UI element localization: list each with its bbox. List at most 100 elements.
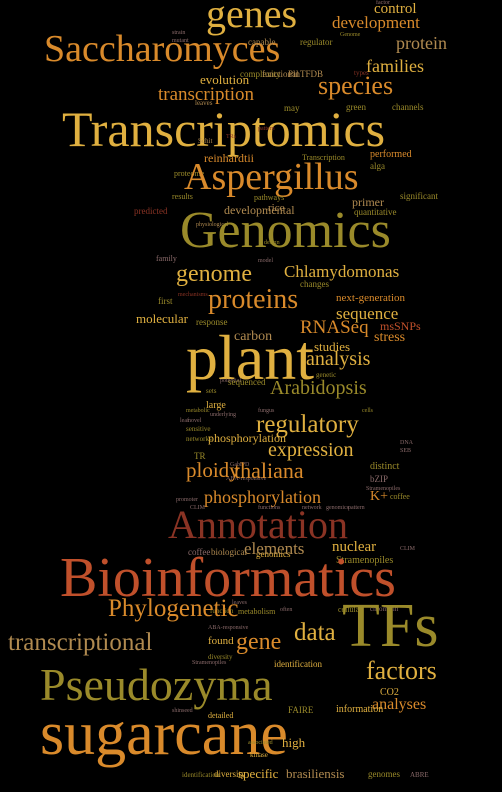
cloud-word: green [346,102,366,112]
cloud-word: changes [300,279,329,289]
cloud-word: shinseed [172,708,193,714]
cloud-word: diversity [208,653,233,661]
cloud-word: leaves [195,99,213,107]
cloud-word: functional [262,69,299,79]
cloud-word: families [366,56,424,76]
cloud-word: distinct [370,461,400,472]
cloud-word: metabolic [186,408,210,414]
cloud-word: specific [238,766,279,781]
cloud-word: leaves [232,600,247,606]
cloud-word: strain [172,30,186,36]
cloud-word: novel [188,418,202,424]
cloud-word: identification [274,659,322,669]
cloud-word: mechanisms [178,292,208,298]
cloud-word: pattern [258,126,275,132]
cloud-word: factors [366,656,437,685]
cloud-word: GabiPD [230,462,250,468]
cloud-word: RNASeq [300,317,369,338]
cloud-word: sets [206,387,217,395]
cloud-word: potential [220,378,241,384]
cloud-word: mutant [172,38,189,44]
cloud-word: network [302,505,322,511]
cloud-word: Pseudozyma [40,659,273,710]
cloud-word: leaf [180,418,189,424]
cloud-word: reinhardtii [204,151,254,165]
cloud-word: performed [370,149,412,160]
cloud-word: carbon [234,329,273,344]
cloud-word: CLIM [400,546,415,552]
cloud-word: K+ [370,489,389,504]
cloud-word: networks [186,435,212,443]
cloud-word: phosphorylation [208,431,286,445]
cloud-word: TFs [342,592,439,660]
cloud-word: pattern [348,505,365,511]
cloud-word: expression [268,439,354,461]
cloud-word: Saccharomyces [44,28,281,70]
cloud-word: PlnTFDB [288,69,324,79]
cloud-word: function [210,607,234,615]
cloud-word: Transcriptomics [62,101,386,157]
cloud-word: coffee [390,492,410,501]
cloud-word: ABA-responsive [208,625,249,631]
cloud-word: Stramenopiles [366,486,401,492]
cloud-word: control [374,1,417,17]
cloud-word: developmental [224,203,295,217]
cloud-word: family [156,254,177,263]
cloud-word: sensitive [186,425,211,433]
cloud-word: transcription [158,84,255,105]
cloud-word: genomes [368,769,400,779]
cloud-word: Bioinformatics [60,547,396,609]
cloud-word: sequenced [228,377,266,387]
cloud-word: FAIRE [288,705,314,715]
cloud-word: predicted [134,206,168,216]
cloud-word: coffee [188,547,211,557]
cloud-word: promoter [176,497,198,503]
cloud-word: Aspergillus [184,156,359,198]
cloud-word: development [332,13,420,32]
cloud-word: diversity [214,769,246,779]
cloud-word: msSNPs [380,319,421,333]
cloud-word: rice [268,202,285,214]
cloud-word: Chlamydomonas [284,262,400,281]
cloud-word: protein [396,33,447,53]
cloud-word: analyses [372,696,427,713]
cloud-word: channels [392,102,424,112]
cloud-word: factor [376,0,390,6]
cloud-word: sugarcane [40,700,288,768]
cloud-word: ploidy [186,458,240,482]
cloud-word: found [208,635,234,647]
cloud-word: CLIM [190,505,205,511]
cloud-word: quantitative [354,207,397,217]
cloud-word: SEB [400,448,412,454]
cloud-word: response [196,317,228,327]
cloud-word: data [294,619,336,646]
cloud-word: TRs [226,134,237,140]
cloud-word: plant [186,322,314,393]
cloud-word: first [158,296,173,306]
cloud-word: Stramenopiles [336,555,394,566]
cloud-word: evolution [200,72,250,87]
cloud-word: transcriptional [8,629,153,656]
cloud-word: underlying [210,412,236,418]
cloud-word: kinase [250,751,268,759]
cloud-word: Annotation [168,502,348,547]
cloud-word: often [280,607,293,613]
cloud-word: pathways [254,193,285,202]
cloud-word: associated [248,740,273,746]
cloud-word: thaliana [234,458,304,483]
cloud-word: genomics [326,505,349,511]
cloud-word: genome [176,261,252,287]
cloud-word: capable [248,37,276,47]
cloud-word: large [206,400,226,411]
cloud-word: complexity [240,69,281,79]
cloud-word: high [282,735,306,750]
cloud-word: analysis [306,348,371,370]
cloud-word: alga [370,161,385,171]
cloud-word: biological [211,547,247,557]
cloud-word: physiological [196,222,229,228]
cloud-word: brasiliensis [286,766,345,781]
cloud-word: phosphorylation [204,487,321,507]
cloud-word: metabolism [238,607,276,616]
cloud-word: Genome [340,32,361,38]
